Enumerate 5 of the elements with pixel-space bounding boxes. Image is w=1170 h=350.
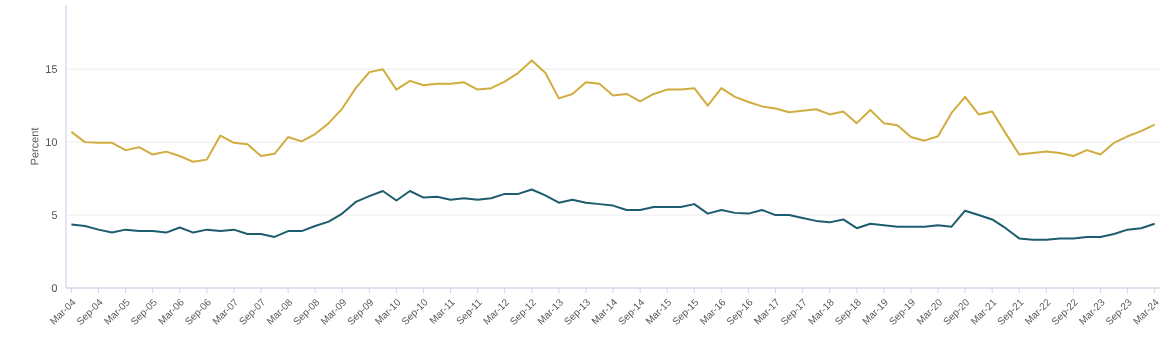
y-tick-label: 5 xyxy=(51,211,58,219)
y-axis-title: Percent xyxy=(30,127,39,165)
y-tick-label: 10 xyxy=(46,138,58,146)
y-tick-label: 0 xyxy=(51,284,58,292)
y-tick-label: 15 xyxy=(46,65,58,74)
